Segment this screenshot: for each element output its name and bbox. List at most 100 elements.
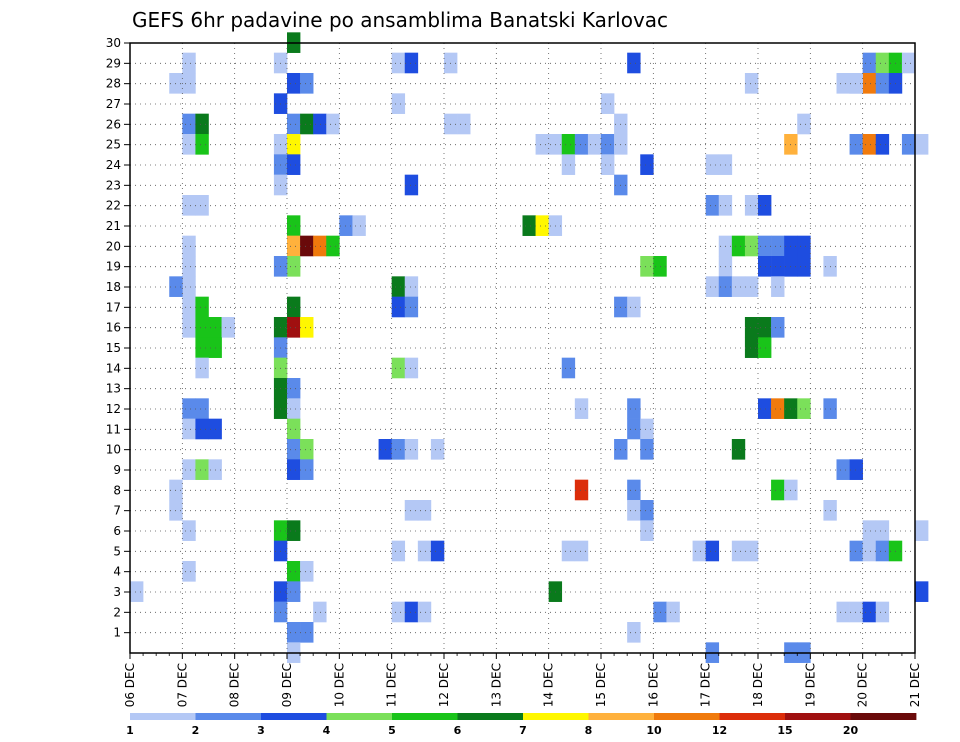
precip-cell xyxy=(430,439,445,460)
precip-cell xyxy=(404,439,419,460)
precip-cell xyxy=(862,520,877,541)
y-tick-label: 4 xyxy=(113,565,121,579)
y-tick-label: 18 xyxy=(106,280,121,294)
legend-swatch xyxy=(457,713,524,720)
legend-label: 6 xyxy=(454,724,462,737)
precip-cell xyxy=(627,500,641,521)
precip-cell xyxy=(601,134,615,155)
y-tick-label: 6 xyxy=(113,524,121,538)
precip-cell xyxy=(391,296,406,318)
y-tick-label: 23 xyxy=(106,178,121,192)
precip-cell xyxy=(313,113,327,135)
precip-cell xyxy=(862,540,877,562)
precip-cell xyxy=(744,195,759,216)
precip-cell xyxy=(182,296,196,318)
precip-cell xyxy=(627,52,641,74)
precip-cell xyxy=(287,235,301,257)
legend-swatch xyxy=(785,713,851,720)
precip-cell xyxy=(404,276,419,297)
precip-cell xyxy=(574,134,589,155)
precip-cell xyxy=(758,235,772,257)
precip-cell xyxy=(300,561,314,582)
precip-cell xyxy=(744,540,759,562)
y-tick-label: 13 xyxy=(106,382,121,396)
precip-cell xyxy=(744,337,759,358)
precip-cell xyxy=(744,317,759,338)
y-tick-label: 25 xyxy=(106,138,121,152)
precip-cell xyxy=(640,418,654,440)
precip-cell xyxy=(522,215,536,236)
precip-cell xyxy=(195,337,209,358)
precip-cell xyxy=(797,235,811,257)
precip-cell xyxy=(195,134,209,155)
legend-swatch xyxy=(326,713,393,720)
precip-cell xyxy=(915,581,929,602)
precip-cell xyxy=(182,73,196,94)
precip-cell xyxy=(666,601,680,623)
precip-cell xyxy=(300,622,314,643)
precip-cell xyxy=(915,134,929,155)
precip-cell xyxy=(862,73,877,94)
precip-cell xyxy=(391,52,406,74)
precip-cell xyxy=(797,398,811,419)
chart-title: GEFS 6hr padavine po ansamblima Banatski… xyxy=(132,8,668,32)
precip-cell xyxy=(849,73,863,94)
precip-cell xyxy=(391,276,406,297)
y-tick-label: 5 xyxy=(113,544,121,558)
precip-cell xyxy=(182,520,196,541)
x-tick-label: 18 DEC xyxy=(751,663,765,707)
precip-cell xyxy=(287,418,301,440)
precip-cell xyxy=(705,154,720,175)
legend-label: 5 xyxy=(388,724,396,737)
legend-swatch xyxy=(261,713,327,720)
precip-cell xyxy=(862,601,877,623)
legend-label: 15 xyxy=(777,724,792,737)
legend-swatch xyxy=(654,713,720,720)
precip-cell xyxy=(182,195,196,216)
precip-cell xyxy=(287,520,301,541)
precip-cell xyxy=(836,459,850,480)
precip-cell xyxy=(535,134,549,155)
precip-cell xyxy=(287,561,301,582)
precip-cell xyxy=(287,317,301,338)
precip-cell xyxy=(731,276,746,297)
precip-cell xyxy=(391,540,406,562)
legend-swatch xyxy=(195,713,262,720)
y-tick-label: 27 xyxy=(106,97,121,111)
precip-cell xyxy=(221,317,235,338)
legend-swatch xyxy=(719,713,786,720)
precip-cell xyxy=(875,520,890,541)
legend-swatch xyxy=(588,713,655,720)
y-tick-label: 7 xyxy=(113,504,121,518)
precip-cell xyxy=(417,540,432,562)
precip-cell xyxy=(744,235,759,257)
precip-cell xyxy=(195,398,209,419)
precip-cell xyxy=(627,296,641,318)
precip-cell xyxy=(182,134,196,155)
x-tick-label: 14 DEC xyxy=(542,663,556,707)
cells-layer xyxy=(130,32,929,663)
y-tick-label: 15 xyxy=(106,341,121,355)
precip-cell xyxy=(182,317,196,338)
x-tick-label: 21 DEC xyxy=(908,663,922,707)
precip-cell xyxy=(195,317,209,338)
precip-cell xyxy=(758,398,772,419)
precip-cell xyxy=(182,113,196,135)
precip-cell xyxy=(627,479,641,501)
legend-swatch xyxy=(523,713,589,720)
precip-cell xyxy=(404,52,419,74)
x-tick-label: 20 DEC xyxy=(856,663,870,707)
x-tick-label: 07 DEC xyxy=(175,663,189,707)
precip-cell xyxy=(758,195,772,216)
y-tick-label: 19 xyxy=(106,260,121,274)
x-tick-label: 16 DEC xyxy=(646,663,660,707)
x-tick-label: 06 DEC xyxy=(123,663,137,707)
precip-cell xyxy=(587,134,602,155)
precip-cell xyxy=(771,235,785,257)
precip-cell xyxy=(731,439,746,460)
precip-cell xyxy=(182,398,196,419)
precip-cell xyxy=(195,195,209,216)
y-tick-label: 20 xyxy=(106,239,121,253)
y-tick-label: 29 xyxy=(106,56,121,70)
precip-cell xyxy=(574,479,589,501)
